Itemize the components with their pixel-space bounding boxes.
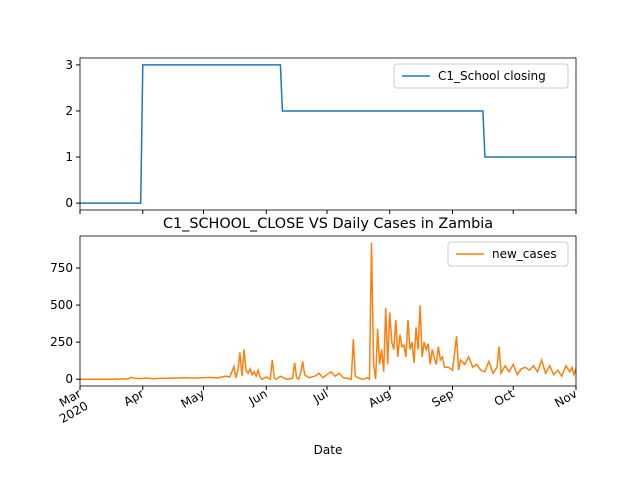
legend-box xyxy=(447,241,569,267)
y-tick-label: 750 xyxy=(50,261,73,275)
x-axis-label: Date xyxy=(314,443,343,457)
x-tick-label: Nov xyxy=(552,386,579,410)
y-tick-label: 2 xyxy=(65,104,73,118)
legend-label: C1_School closing xyxy=(438,69,546,83)
y-tick-label: 1 xyxy=(65,150,73,164)
axes-frame xyxy=(79,235,577,387)
y-tick-label: 250 xyxy=(50,335,73,349)
data-line xyxy=(80,64,576,204)
x-tick-label: May xyxy=(179,386,207,411)
axes-frame xyxy=(79,57,577,211)
x-tick-label: Aug xyxy=(366,386,393,410)
x-tick-label: Jul xyxy=(310,386,330,406)
legend-box xyxy=(393,63,569,89)
y-tick-label: 0 xyxy=(65,196,73,210)
y-tick-label: 500 xyxy=(50,298,73,312)
legend-label: new_cases xyxy=(492,247,557,261)
chart-title: C1_SCHOOL_CLOSE VS Daily Cases in Zambia xyxy=(163,216,493,232)
y-tick-label: 3 xyxy=(65,58,73,72)
data-line xyxy=(80,242,577,381)
x-tick-label: Mar2020 xyxy=(50,386,91,426)
y-tick-label: 0 xyxy=(65,372,73,386)
